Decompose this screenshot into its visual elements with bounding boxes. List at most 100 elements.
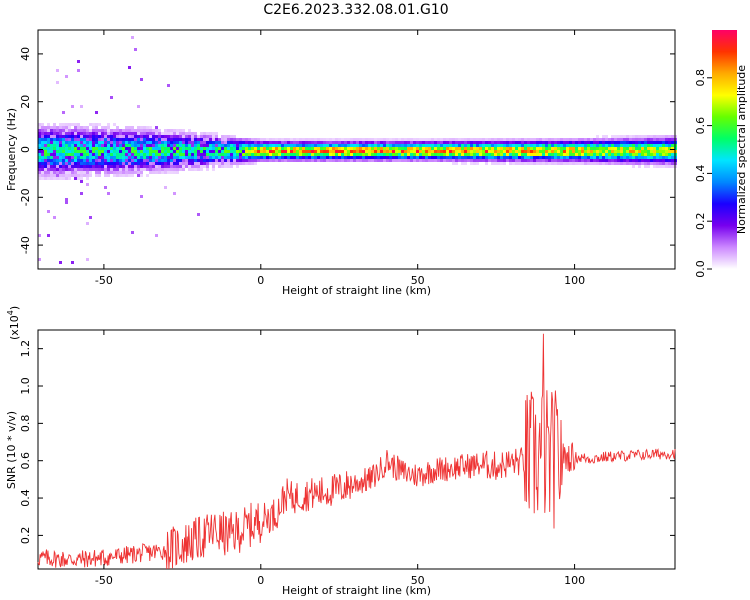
- spectrogram-cell: [101, 150, 104, 153]
- spectrogram-cell: [452, 153, 455, 156]
- spectrogram-cell: [458, 156, 461, 159]
- spectrogram-cell: [191, 162, 194, 165]
- spectrogram-cell: [518, 138, 521, 141]
- spectrogram-cell: [182, 165, 185, 168]
- spectrogram-cell: [566, 159, 569, 162]
- spectrogram-cell: [41, 162, 44, 165]
- spectrogram-cell: [509, 150, 512, 153]
- spectrogram-cell: [365, 147, 368, 150]
- spectrogram-cell: [260, 144, 263, 147]
- spectrogram-cell: [68, 153, 71, 156]
- spectrogram-cell: [344, 138, 347, 141]
- spectrogram-cell: [458, 150, 461, 153]
- spectrogram-cell: [392, 144, 395, 147]
- spectrogram-cell: [254, 150, 257, 153]
- spectrogram-cell: [614, 156, 617, 159]
- spectrogram-cell: [521, 162, 524, 165]
- spectrogram-cell: [392, 156, 395, 159]
- spectrogram-cell: [287, 150, 290, 153]
- spectrogram-cell: [527, 156, 530, 159]
- spectrogram-cell: [71, 144, 74, 147]
- spectrogram-cell: [89, 165, 92, 168]
- spectrogram-cell: [95, 141, 98, 144]
- spectrogram-cell: [152, 135, 155, 138]
- spectrogram-cell: [71, 174, 74, 177]
- spectrogram-cell: [443, 159, 446, 162]
- spectrogram-cell: [119, 141, 122, 144]
- spectrogram-cell: [137, 129, 140, 132]
- spectrogram-cell: [296, 141, 299, 144]
- spectrogram-cell: [83, 126, 86, 129]
- spectrogram-cell: [179, 153, 182, 156]
- spectrogram-cell: [128, 144, 131, 147]
- spectrogram-cell: [146, 168, 149, 171]
- spectrogram-cell: [98, 156, 101, 159]
- spectrogram-cell: [104, 168, 107, 171]
- spectrogram-cell: [596, 156, 599, 159]
- spectrogram-cell: [668, 150, 671, 153]
- spectrogram-cell: [596, 144, 599, 147]
- spectrogram-cell: [65, 126, 68, 129]
- spectrogram-cell: [422, 147, 425, 150]
- spectrogram-cell: [431, 141, 434, 144]
- spectrogram-cell: [458, 159, 461, 162]
- spectrogram-cell: [515, 159, 518, 162]
- spectrogram-cell: [167, 147, 170, 150]
- spectrogram-cell: [212, 135, 215, 138]
- spectrogram-marks: [38, 36, 677, 264]
- spectrogram-cell: [566, 150, 569, 153]
- spectrogram-cell: [209, 144, 212, 147]
- spectrogram-cell: [119, 138, 122, 141]
- spectrogram-cell: [668, 141, 671, 144]
- spectrogram-cell: [485, 162, 488, 165]
- spectrogram-cell: [209, 147, 212, 150]
- spectrogram-cell: [506, 159, 509, 162]
- spectrogram-cell: [194, 162, 197, 165]
- spectrogram-cell: [365, 159, 368, 162]
- spectrogram-cell: [527, 141, 530, 144]
- spectrogram-cell: [641, 141, 644, 144]
- spectrogram-cell: [257, 138, 260, 141]
- spectrogram-cell: [218, 150, 221, 153]
- spectrogram-cell: [125, 153, 128, 156]
- spectrogram-cell: [392, 150, 395, 153]
- spectrogram-cell: [65, 123, 68, 126]
- spectrogram-cell: [146, 162, 149, 165]
- spectrogram-cell: [74, 126, 77, 129]
- spectrogram-cell: [83, 171, 86, 174]
- spectrogram-cell: [362, 144, 365, 147]
- spectrogram-cell: [401, 147, 404, 150]
- spectrogram-cell: [365, 153, 368, 156]
- spectrogram-cell: [467, 138, 470, 141]
- spectrogram-cell: [638, 144, 641, 147]
- spectrogram-cell: [155, 234, 158, 237]
- spectrogram-cell: [290, 153, 293, 156]
- spectrogram-cell: [131, 129, 134, 132]
- spectrogram-cell: [371, 138, 374, 141]
- spectrogram-cell: [509, 162, 512, 165]
- spectrogram-cell: [116, 153, 119, 156]
- spectrogram-cell: [71, 105, 74, 108]
- spectrogram-cell: [233, 135, 236, 138]
- colorbar-scale: [712, 30, 737, 269]
- spectrogram-cell: [299, 156, 302, 159]
- spectrogram-cell: [80, 168, 83, 171]
- spectrogram-cell: [155, 156, 158, 159]
- spectrogram-cell: [497, 162, 500, 165]
- spectrogram-cell: [71, 132, 74, 135]
- spectrogram-cell: [500, 153, 503, 156]
- spectrogram-cell: [56, 153, 59, 156]
- spectrogram-cell: [149, 171, 152, 174]
- spectrogram-cell: [128, 147, 131, 150]
- spectrogram-cell: [188, 141, 191, 144]
- spectrogram-cell: [83, 159, 86, 162]
- spectrogram-cell: [425, 147, 428, 150]
- spectrogram-cell: [602, 159, 605, 162]
- spectrogram-cell: [71, 123, 74, 126]
- spectrogram-cell: [530, 147, 533, 150]
- spectrogram-cell: [395, 141, 398, 144]
- spectrogram-cell: [416, 144, 419, 147]
- spectrogram-cell: [77, 162, 80, 165]
- spectrogram-cell: [611, 144, 614, 147]
